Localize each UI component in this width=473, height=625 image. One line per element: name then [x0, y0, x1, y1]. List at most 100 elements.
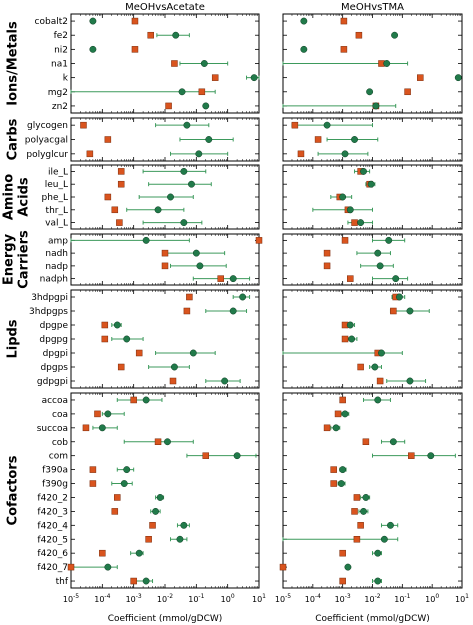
x-axis-label-left: Coefficient (mmol/gDCW) [108, 614, 223, 624]
row-label: f420_3 [37, 507, 68, 517]
square-marker [314, 136, 322, 143]
x-tick-base: 10 [221, 595, 231, 604]
square-marker [353, 536, 361, 543]
square-marker [417, 74, 424, 81]
x-tick-label: 10-2 [364, 593, 380, 604]
circle-marker [346, 206, 354, 214]
square-marker [80, 121, 87, 129]
circle-marker [180, 219, 188, 227]
square-marker [161, 262, 169, 270]
x-tick-label: 100 [221, 593, 235, 604]
x-tick-label: 10-5 [63, 593, 79, 604]
row-label: polyglcur [26, 150, 68, 160]
square-marker [279, 563, 287, 571]
square-marker [355, 31, 363, 39]
row-label: coa [52, 410, 68, 420]
square-marker [183, 307, 191, 315]
x-tick-label: 10-5 [275, 593, 291, 604]
square-marker [339, 396, 346, 404]
x-tick-exponent: 1 [262, 593, 266, 600]
square-marker [353, 494, 361, 501]
square-marker [99, 549, 106, 557]
square-marker [82, 424, 90, 432]
circle-marker [427, 452, 435, 460]
square-marker [101, 321, 109, 329]
x-tick-exponent: -2 [375, 593, 381, 600]
circle-marker [344, 563, 352, 571]
x-tick-exponent: -4 [315, 593, 321, 600]
x-tick-base: 10 [157, 595, 167, 604]
group-label: Carbs [6, 118, 21, 160]
x-tick-label: 10-3 [335, 593, 351, 604]
x-tick-base: 10 [94, 595, 104, 604]
x-tick-base: 10 [126, 595, 136, 604]
x-tick-exponent: -3 [136, 593, 142, 600]
square-marker [198, 88, 206, 96]
square-marker [341, 237, 349, 244]
panel-frame [70, 13, 260, 114]
circle-marker [339, 193, 347, 201]
circle-marker [406, 307, 414, 315]
circle-marker [120, 480, 128, 487]
square-marker [217, 275, 224, 282]
circle-marker [183, 121, 191, 129]
circle-marker [389, 438, 397, 446]
square-marker [351, 508, 358, 515]
circle-marker [221, 377, 229, 385]
circle-marker [341, 150, 349, 158]
group-label: Cofactors [6, 455, 21, 525]
circle-marker [395, 293, 403, 301]
row-label: zn2 [52, 102, 68, 112]
circle-marker [142, 577, 150, 585]
x-tick-label: 10-4 [94, 593, 110, 604]
x-tick-exponent: -2 [167, 593, 173, 600]
square-marker [255, 237, 263, 244]
x-tick-exponent: 0 [231, 593, 235, 600]
square-marker [171, 60, 178, 67]
row-label: k [63, 74, 69, 84]
row-label: leu_L [45, 180, 68, 190]
row-label: na1 [51, 60, 68, 70]
x-tick-base: 10 [188, 595, 198, 604]
circle-marker [142, 236, 150, 244]
square-marker [341, 335, 349, 343]
circle-marker [98, 424, 106, 432]
square-marker [376, 377, 384, 385]
square-marker [323, 262, 331, 270]
x-tick-base: 10 [394, 595, 404, 604]
row-label: succoa [37, 424, 68, 434]
group-label: Lipds [6, 319, 21, 358]
row-label: fe2 [54, 31, 68, 41]
circle-marker [178, 88, 186, 96]
square-marker [104, 136, 112, 143]
square-marker [104, 193, 112, 201]
panel-frame [70, 392, 260, 589]
circle-marker [391, 31, 399, 39]
x-tick-exponent: -4 [104, 593, 110, 600]
circle-marker [348, 335, 356, 343]
circle-marker [374, 577, 382, 585]
row-label: 3hdpgpi [31, 293, 68, 303]
row-label: f420_7 [37, 563, 68, 573]
square-marker [347, 275, 354, 282]
x-tick-base: 10 [425, 595, 435, 604]
circle-marker [142, 396, 150, 404]
circle-marker [229, 307, 237, 315]
square-marker [202, 452, 210, 459]
circle-marker [196, 262, 204, 270]
row-label: cob [52, 438, 68, 448]
circle-marker [300, 17, 308, 25]
circle-marker [189, 349, 197, 357]
circle-marker [376, 262, 384, 270]
row-label: ile_L [48, 167, 68, 177]
circle-marker [180, 167, 188, 175]
square-marker [130, 396, 137, 404]
circle-marker [392, 275, 400, 283]
square-marker [116, 219, 123, 226]
row-label: f420_6 [37, 549, 68, 559]
square-marker [114, 494, 121, 501]
row-label: accoa [42, 396, 68, 406]
x-tick-label: 10-3 [126, 593, 142, 604]
panel-frame [282, 289, 463, 389]
square-marker [154, 438, 162, 445]
